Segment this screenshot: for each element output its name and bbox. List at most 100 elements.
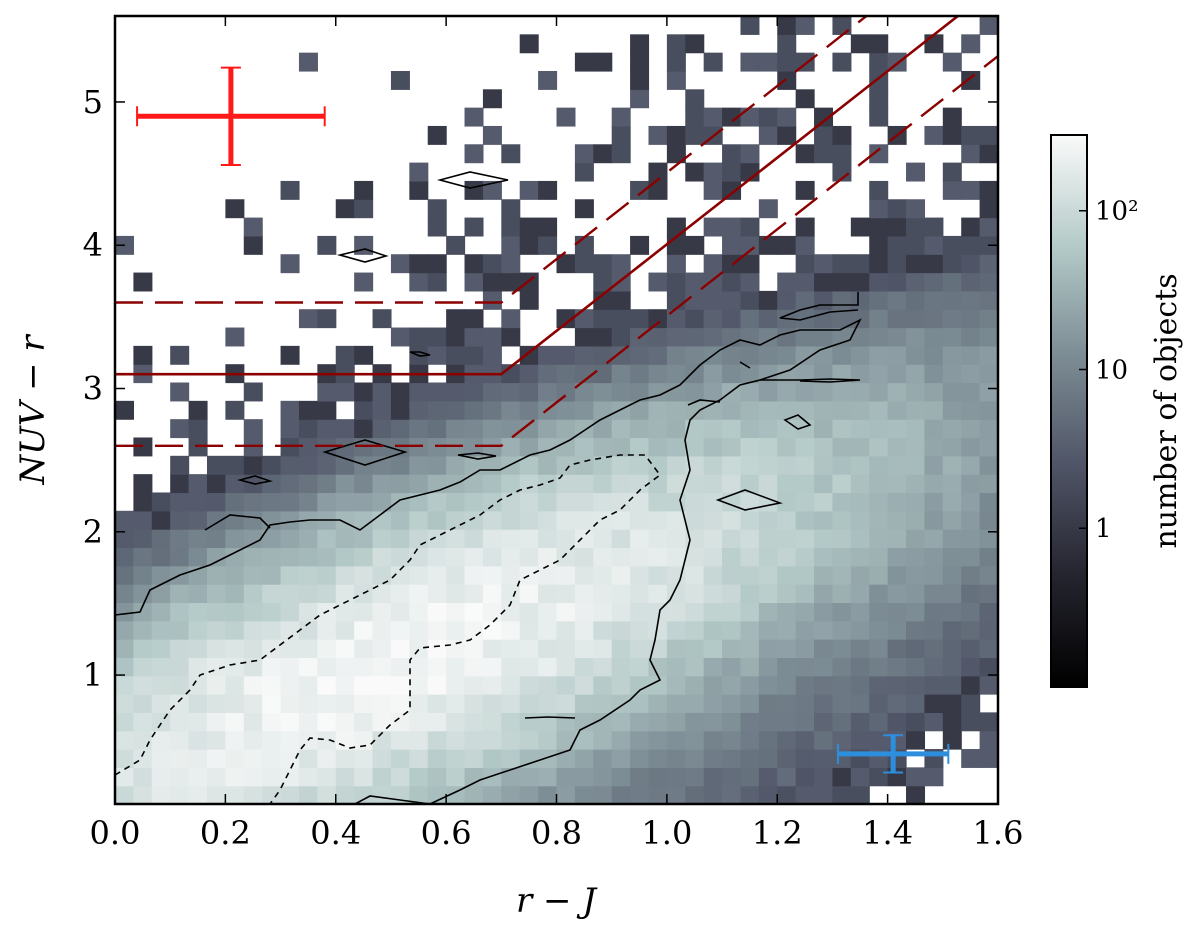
heatmap-cell <box>464 749 484 768</box>
heatmap-cell <box>869 144 889 164</box>
heatmap-cell <box>722 345 742 365</box>
heatmap-cell <box>464 694 484 713</box>
heatmap-cell <box>850 584 870 604</box>
heatmap-cell <box>188 529 208 549</box>
heatmap-cell <box>593 419 613 439</box>
heatmap-cell <box>151 547 171 567</box>
heatmap-cell <box>630 492 650 512</box>
heatmap-cell <box>243 455 263 475</box>
heatmap-cell <box>427 455 447 475</box>
heatmap-cell <box>317 730 337 750</box>
heatmap-cell <box>593 767 613 787</box>
heatmap-cell <box>979 492 998 512</box>
heatmap-cell <box>887 290 907 310</box>
heatmap-cell <box>832 474 852 494</box>
heatmap-cell <box>206 492 226 512</box>
heatmap-cell <box>795 657 815 677</box>
heatmap-cell <box>556 107 576 127</box>
heatmap-cell <box>979 455 998 475</box>
heatmap-cell <box>685 547 705 567</box>
heatmap-cell <box>887 675 907 695</box>
heatmap-cell <box>354 749 374 768</box>
heatmap-cell <box>501 235 521 255</box>
heatmap-cell <box>427 217 447 237</box>
heatmap-cell <box>482 620 502 640</box>
heatmap-cell <box>151 749 171 768</box>
heatmap-cell <box>556 492 576 512</box>
heatmap-cell <box>795 639 815 658</box>
heatmap-cell <box>740 400 760 420</box>
heatmap-cell <box>722 785 742 804</box>
heatmap-cell <box>722 694 742 713</box>
heatmap-cell <box>170 492 190 512</box>
heatmap-cell <box>170 639 190 658</box>
heatmap-cell <box>170 675 190 695</box>
heatmap-cell <box>942 712 962 732</box>
heatmap-cell <box>814 675 834 695</box>
heatmap-cell <box>151 785 171 804</box>
heatmap-cell <box>666 144 686 164</box>
heatmap-cell <box>262 529 282 549</box>
heatmap-cell <box>666 510 686 530</box>
heatmap-cell <box>685 510 705 530</box>
heatmap-cell <box>262 602 282 622</box>
heatmap-cell <box>869 419 889 439</box>
heatmap-cell <box>482 492 502 512</box>
heatmap-cell <box>740 584 760 604</box>
heatmap-cell <box>243 694 263 713</box>
heatmap-cell <box>593 345 613 365</box>
heatmap-cell <box>556 639 576 658</box>
heatmap-cell <box>906 529 926 549</box>
heatmap-cell <box>630 657 650 677</box>
heatmap-cell <box>427 602 447 622</box>
heatmap-cell <box>722 400 742 420</box>
heatmap-cell <box>611 400 631 420</box>
heatmap-cell <box>501 272 521 292</box>
heatmap-cell <box>464 474 484 494</box>
x-tick-label: 0.4 <box>310 814 361 852</box>
heatmap-cell <box>703 730 723 750</box>
heatmap-cell <box>777 584 797 604</box>
heatmap-cell <box>409 712 429 732</box>
heatmap-cell <box>942 180 962 200</box>
heatmap-cell <box>961 327 981 347</box>
heatmap-cell <box>961 529 981 549</box>
heatmap-cell <box>722 419 742 439</box>
heatmap-cell <box>795 492 815 512</box>
heatmap-cell <box>906 217 926 237</box>
heatmap-cell <box>611 675 631 695</box>
heatmap-cell <box>630 400 650 420</box>
heatmap-cell <box>795 749 815 768</box>
heatmap-cell <box>906 510 926 530</box>
heatmap-cell <box>795 437 815 457</box>
heatmap-cell <box>795 785 815 804</box>
heatmap-cell <box>427 272 447 292</box>
heatmap-cell <box>722 620 742 640</box>
heatmap-cell <box>740 694 760 713</box>
heatmap-cell <box>335 694 355 713</box>
heatmap-cell <box>924 345 944 365</box>
heatmap-cell <box>703 602 723 622</box>
heatmap-cell <box>961 400 981 420</box>
heatmap-cell <box>814 529 834 549</box>
heatmap-cell <box>317 492 337 512</box>
heatmap-cell <box>409 510 429 530</box>
heatmap-cell <box>795 217 815 237</box>
heatmap-cell <box>648 364 668 384</box>
heatmap-cell <box>832 620 852 640</box>
heatmap-cell <box>961 602 981 622</box>
heatmap-cell <box>611 327 631 347</box>
heatmap-cell <box>887 694 907 713</box>
heatmap-cell <box>574 162 594 182</box>
heatmap-cell <box>556 400 576 420</box>
heatmap-cell <box>225 529 245 549</box>
heatmap-cell <box>814 565 834 585</box>
heatmap-cell <box>666 217 686 237</box>
heatmap-cell <box>243 529 263 549</box>
heatmap-cell <box>685 272 705 292</box>
heatmap-cell <box>188 694 208 713</box>
heatmap-cell <box>372 492 392 512</box>
heatmap-cell <box>832 547 852 567</box>
heatmap-cell <box>722 529 742 549</box>
heatmap-cell <box>335 474 355 494</box>
